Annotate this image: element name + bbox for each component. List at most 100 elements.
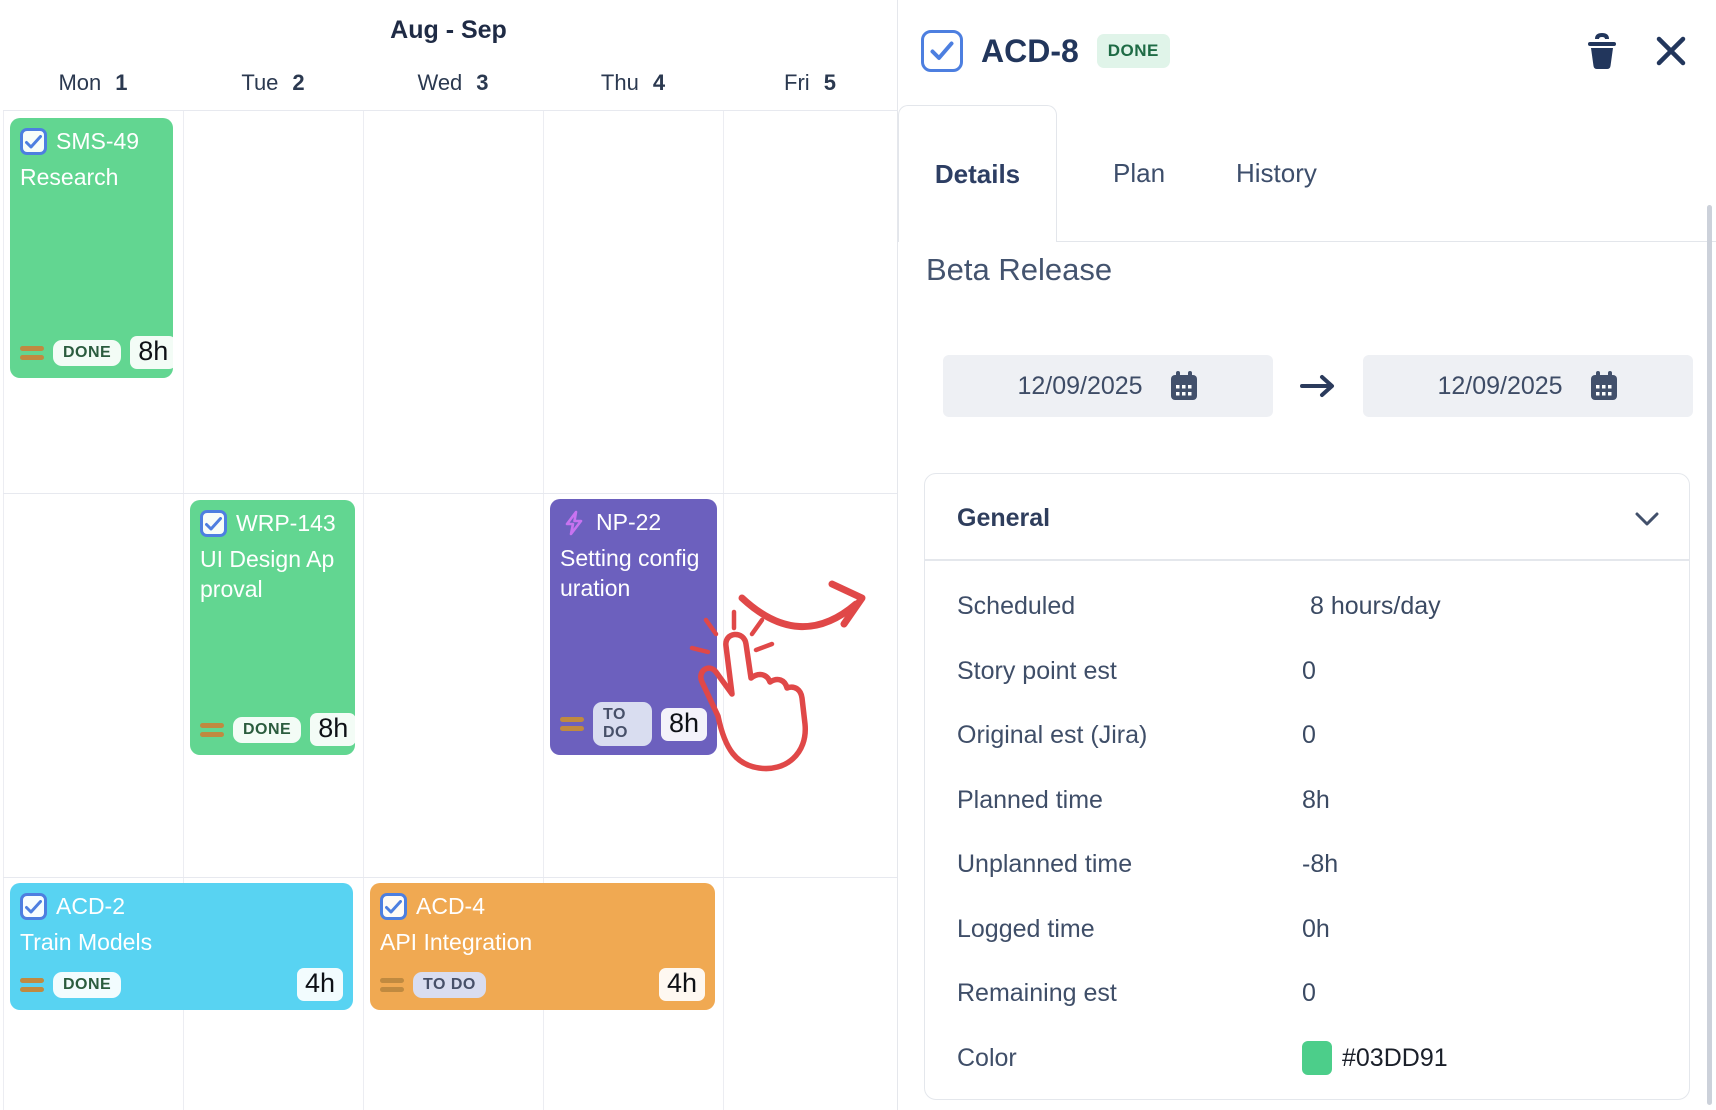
field-value: 8 hours/day (1310, 592, 1441, 621)
checkbox-checked-icon (200, 510, 227, 537)
grid-line (3, 110, 897, 111)
chevron-down-icon[interactable] (1635, 512, 1659, 526)
start-date-field[interactable]: 12/09/2025 (943, 355, 1273, 417)
task-card-acd-2[interactable]: ACD-2 Train Models DONE 4h (10, 883, 353, 1010)
trash-icon (1588, 32, 1616, 69)
tab-details[interactable]: Details (898, 105, 1057, 242)
tab-bar: Details Plan History (898, 105, 1716, 242)
color-hex-value: #03DD91 (1342, 1043, 1448, 1072)
grid-line (3, 493, 897, 494)
task-title: Beta Release (926, 252, 1113, 287)
field-row-logged-time: Logged time 0h (957, 897, 1689, 962)
hours-badge: 4h (296, 968, 343, 1001)
field-row-scheduled: Scheduled 8 hours/day (957, 575, 1689, 640)
card-id: WRP-143 (236, 510, 336, 536)
hours-badge: 4h (658, 968, 705, 1001)
field-value: 0 (1302, 721, 1316, 750)
tab-divider (1057, 240, 1716, 242)
grid-line (3, 877, 897, 878)
task-card-sms-49[interactable]: SMS-49 Research DONE 8h (10, 118, 177, 378)
close-panel-button[interactable] (1654, 34, 1688, 68)
hours-badge: 8h (130, 336, 177, 369)
checkbox-checked-icon (380, 893, 407, 920)
task-status-badge: DONE (1096, 34, 1170, 68)
status-badge: DONE (233, 716, 302, 743)
field-row-remaining-est: Remaining est 0 (957, 962, 1689, 1027)
hours-badge: 8h (310, 713, 357, 746)
card-id: ACD-2 (56, 893, 126, 919)
general-section: General Scheduled 8 hours/day Story poin… (924, 473, 1690, 1100)
delete-task-button[interactable] (1584, 32, 1620, 70)
hours-badge: 8h (660, 707, 707, 741)
card-title: Train Models (20, 929, 153, 955)
end-date-value: 12/09/2025 (1437, 371, 1563, 400)
day-header-wed: Wed 3 (417, 70, 489, 95)
field-value: 0 (1302, 979, 1316, 1008)
start-date-value: 12/09/2025 (1017, 371, 1143, 400)
field-row-planned-time: Planned time 8h (957, 768, 1689, 833)
checkbox-checked-icon (20, 128, 47, 155)
checkbox-checked-icon (20, 893, 47, 920)
end-date-field[interactable]: 12/09/2025 (1363, 355, 1693, 417)
field-label: Remaining est (957, 979, 1117, 1008)
field-value: 8h (1302, 785, 1330, 814)
tab-history[interactable]: History (1236, 158, 1317, 188)
color-swatch[interactable] (1302, 1041, 1332, 1076)
field-value: 0h (1302, 914, 1330, 943)
calendar-view: Aug - Sep Mon 1 Tue 2 Wed 3 Thu 4 Fri 5 (3, 16, 897, 1110)
field-label: Planned time (957, 785, 1103, 814)
task-card-np-22[interactable]: NP-22 Setting configuration TO DO 8h (550, 499, 717, 755)
field-row-unplanned-time: Unplanned time -8h (957, 833, 1689, 898)
field-row-story-point-est: Story point est 0 (957, 639, 1689, 704)
grid-line (363, 110, 364, 1110)
field-row-color: Color #03DD91 (957, 1026, 1689, 1091)
details-panel: ACD-8 DONE Details Plan History (897, 0, 1716, 1110)
vertical-scrollbar[interactable] (1707, 205, 1712, 1105)
calendar-icon[interactable] (1589, 370, 1619, 402)
status-badge: TO DO (413, 971, 486, 998)
priority-medium-icon (20, 977, 44, 992)
day-header-mon: Mon 1 (58, 70, 128, 95)
status-badge: TO DO (593, 702, 652, 746)
field-value: -8h (1302, 850, 1339, 879)
field-label: Logged time (957, 914, 1095, 943)
date-range: 12/09/2025 12/09/2025 (943, 355, 1693, 417)
day-header-tue: Tue 2 (241, 70, 305, 95)
task-checkbox-icon[interactable] (921, 30, 963, 72)
day-header-thu: Thu 4 (600, 70, 666, 95)
task-card-wrp-143[interactable]: WRP-143 UI Design Approval DONE 8h (190, 500, 357, 755)
task-id: ACD-8 (981, 32, 1079, 69)
grid-line (723, 110, 724, 1110)
card-title: UI Design Approval (200, 546, 335, 603)
priority-medium-icon (380, 977, 404, 992)
tab-plan[interactable]: Plan (1113, 158, 1166, 188)
card-id: NP-22 (596, 509, 662, 535)
field-label: Story point est (957, 656, 1117, 685)
task-card-acd-4[interactable]: ACD-4 API Integration TO DO 4h (370, 883, 715, 1010)
close-icon (1656, 36, 1686, 66)
card-title: API Integration (380, 929, 533, 955)
card-title: Research (20, 164, 119, 190)
status-badge: DONE (53, 339, 122, 366)
arrow-right-icon (1300, 375, 1334, 397)
field-label: Color (957, 1043, 1017, 1072)
grid-line (183, 110, 184, 1110)
section-divider (925, 559, 1689, 561)
status-badge: DONE (53, 971, 122, 998)
field-value: 0 (1302, 656, 1316, 685)
card-id: ACD-4 (416, 893, 486, 919)
priority-medium-icon (560, 717, 584, 731)
card-id: SMS-49 (56, 128, 140, 154)
priority-medium-icon (200, 722, 224, 737)
calendar-icon[interactable] (1169, 370, 1199, 402)
priority-medium-icon (20, 345, 44, 360)
section-title: General (957, 504, 1051, 532)
grid-line (3, 110, 4, 1110)
bolt-icon (560, 509, 587, 536)
day-header-fri: Fri 5 (784, 70, 836, 95)
grid-line (543, 110, 544, 1110)
field-label: Original est (Jira) (957, 721, 1148, 750)
field-row-original-est: Original est (Jira) 0 (957, 704, 1689, 769)
field-label: Scheduled (957, 592, 1076, 621)
month-label: Aug - Sep (390, 16, 507, 44)
